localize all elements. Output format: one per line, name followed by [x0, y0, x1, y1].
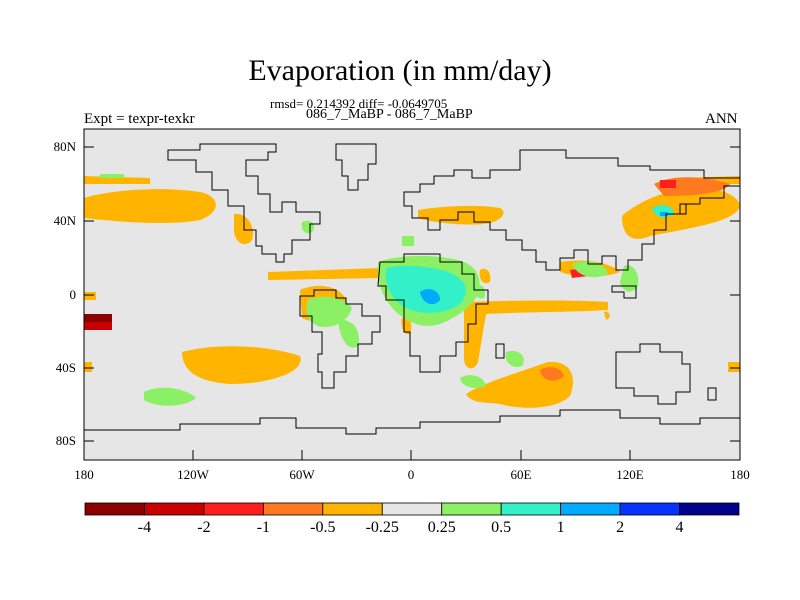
colorbar-swatch: [84, 502, 145, 516]
continent-outlines: [84, 143, 741, 435]
new-zealand-outline: [707, 387, 717, 401]
japan-outline: [679, 203, 687, 215]
lon-label-60w: 60W: [289, 467, 315, 482]
lon-label-60e: 60E: [510, 467, 532, 482]
colorbar-swatch: [203, 502, 264, 516]
experiments-subtitle: 086_7_MaBP - 086_7_MaBP: [306, 107, 473, 122]
northwest-pacific-anomaly: [622, 188, 740, 239]
colorbar-label: 2: [616, 519, 625, 536]
colorbar-swatch: [679, 502, 740, 516]
colorbar-label: 0.25: [427, 519, 456, 536]
colorbar-label: 0.5: [491, 519, 512, 536]
colorbar-label: -0.25: [365, 519, 399, 536]
colorbar-label: -2: [197, 519, 211, 536]
south-asia-orange-small: [604, 311, 610, 320]
lat-label-80s: 80S: [55, 433, 76, 448]
colorbar-swatch: [381, 502, 443, 516]
lat-label-80n: 80N: [53, 139, 76, 154]
east-edge-anomaly: [728, 362, 740, 372]
season-label: ANN: [705, 111, 738, 127]
lon-label-120e: 120E: [616, 467, 644, 482]
colorbar-label: -0.5: [310, 519, 336, 536]
colorbar-swatch: [441, 502, 502, 516]
lat-label-0: 0: [69, 287, 77, 302]
colorbar-swatch: [500, 502, 562, 516]
stats-subtitle: rmsd= 0.214392 diff= -0.0649705: [270, 96, 448, 111]
lat-label-40s: 40S: [55, 360, 76, 375]
north-atlantic-anomaly: [418, 205, 504, 225]
equatorial-pacific-anomaly: [268, 268, 382, 280]
lat-axis-ticks: [84, 146, 740, 442]
colorbar-label: 1: [556, 519, 565, 536]
indian-ocean-band: [464, 300, 608, 369]
chart-title: Evaporation (in mm/day): [248, 54, 552, 87]
greenland-outline: [335, 143, 377, 191]
lon-label-180w: 180: [74, 467, 94, 482]
colorbar: [84, 502, 740, 516]
colorbar-label: -1: [256, 519, 271, 536]
indonesia-outline: [611, 285, 637, 299]
lat-label-40n: 40N: [53, 213, 76, 228]
colorbar-label: 4: [675, 519, 684, 536]
positive-anomaly-regions: [100, 174, 674, 406]
north-america-outline: [167, 143, 321, 263]
central-africa-anomaly: [479, 268, 491, 284]
north-pacific-anomaly: [84, 189, 216, 224]
antarctica-outline: [84, 409, 740, 435]
south-pacific-anomaly: [182, 346, 301, 384]
west-edge-south-anomaly: [84, 362, 92, 372]
lon-label-120w: 120W: [177, 467, 209, 482]
lon-axis-ticks: [83, 450, 741, 460]
africa-outline: [377, 253, 489, 373]
australia-outline: [615, 343, 691, 405]
south-america-outline: [299, 289, 381, 389]
lon-label-0: 0: [407, 467, 415, 482]
experiment-label: Expt = texpr-texkr: [84, 111, 195, 127]
madagascar-outline: [495, 343, 505, 359]
west-edge-north-anomaly: [84, 292, 96, 300]
lon-label-180e: 180: [730, 467, 750, 482]
colorbar-swatch: [560, 502, 621, 516]
colorbar-label: -4: [137, 519, 152, 536]
colorbar-swatch: [144, 502, 205, 516]
colorbar-swatch: [619, 502, 680, 516]
eurasia-outline: [403, 149, 741, 271]
colorbar-swatch: [322, 502, 383, 516]
colorbar-swatch: [262, 502, 324, 516]
strong-negative-regions: [84, 177, 730, 381]
